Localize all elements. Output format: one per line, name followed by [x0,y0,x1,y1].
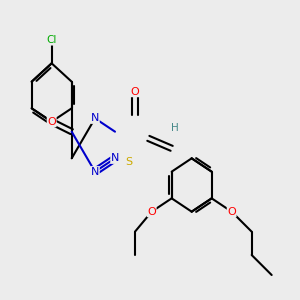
Text: H: H [171,123,179,133]
Text: O: O [227,207,236,217]
Text: O: O [47,117,56,127]
Text: S: S [125,157,132,167]
Text: N: N [91,113,99,123]
Text: O: O [130,87,140,97]
Text: Cl: Cl [46,35,57,45]
Text: N: N [111,153,119,163]
Text: N: N [91,167,99,177]
Text: O: O [147,207,156,217]
